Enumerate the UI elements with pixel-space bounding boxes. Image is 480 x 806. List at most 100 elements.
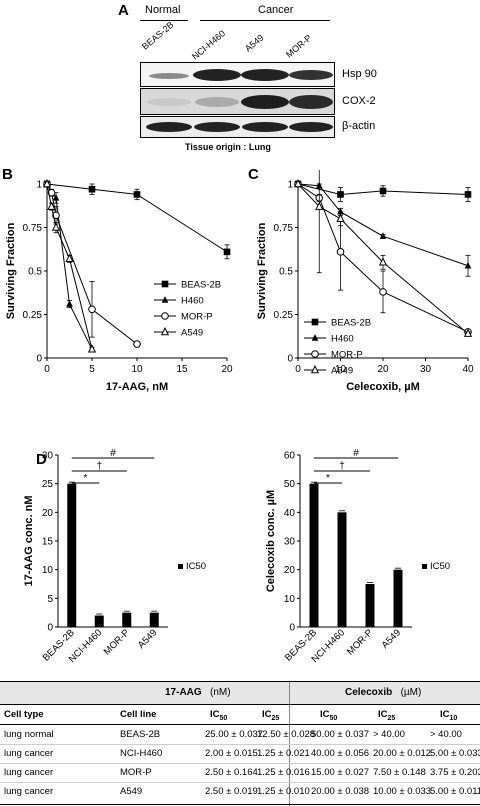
data-point-mor-p [88, 305, 96, 314]
bar-beas-2b [309, 483, 319, 627]
data-point-h460 [52, 194, 60, 201]
y-tick-label: 0 [36, 354, 42, 365]
data-point-h460 [379, 232, 387, 239]
y-tick-label: 0 [289, 623, 295, 634]
table-cell: 20.00 ± 0.012 [373, 748, 432, 759]
table-row-rule [0, 744, 480, 745]
x-tick-label: 10 [131, 364, 143, 375]
y-tick-label: 0 [287, 354, 293, 365]
cancer-bracket-line [200, 20, 330, 21]
x-tick-label: 30 [420, 364, 432, 375]
data-point-a549 [51, 222, 61, 231]
data-point-mor-p [379, 288, 387, 296]
bar-nci-h460 [337, 512, 347, 627]
table-top-rule [0, 681, 480, 682]
x-tick-label: A549 [380, 627, 403, 650]
table-cell: BEAS-2B [120, 729, 161, 740]
data-point-beas-2b [464, 191, 472, 198]
col-header-cel-ic50: IC50 [320, 709, 338, 722]
data-point-mor-p [52, 211, 60, 220]
legend-label-beas-2b: BEAS-2B [181, 280, 221, 291]
bar-nci-h460 [94, 615, 104, 627]
col-header-cell-line: Cell line [120, 709, 157, 720]
band-label-hsp90: Hsp 90 [342, 68, 377, 80]
blot-beta-actin [140, 116, 335, 138]
x-tick-label: 40 [462, 364, 474, 375]
y-tick-label: 40 [284, 508, 296, 519]
data-point-a549 [293, 178, 303, 188]
table-colhead-rule [0, 724, 480, 725]
legend-label-beas-2b: BEAS-2B [331, 318, 371, 329]
panel-label-c: C [248, 166, 259, 183]
y-tick-label: 50 [284, 479, 296, 490]
data-point-h460 [464, 261, 472, 269]
panel-label-a: A [118, 2, 129, 19]
col-header-17aag-ic50: IC50 [210, 709, 228, 722]
y-tick-label: 30 [284, 537, 296, 548]
bar-mor-p [122, 612, 132, 627]
legend-label-ic50: IC50 [430, 561, 450, 572]
table-cell: 3.75 ± 0.203 [430, 767, 480, 778]
lane-label-beas2b: BEAS-2B [140, 19, 176, 52]
table-cell: lung normal [4, 729, 54, 740]
y-tick-label: 60 [284, 451, 296, 462]
table-group-17aag: 17-AAG (nM) [165, 687, 231, 698]
panel-label-b: B [2, 166, 13, 183]
significance-marker: # [353, 448, 359, 459]
x-tick-label: MOR-P [345, 627, 375, 657]
group-label-normal: Normal [145, 4, 181, 16]
x-tick-label: A549 [136, 627, 159, 650]
table-cell: 20.00 ± 0.038 [311, 786, 370, 797]
y-tick-label: 0 [47, 623, 53, 634]
legend-marker-mor-p [161, 312, 169, 320]
lane-label-a549: A549 [243, 32, 266, 54]
data-point-beas-2b [88, 185, 96, 193]
legend-label-ic50: IC50 [186, 561, 206, 572]
y-axis-title: Surviving Fraction [5, 222, 17, 319]
table-group-celecoxib: Celecoxib (µM) [345, 687, 422, 698]
table-cell: 7.50 ± 0.148 [373, 767, 426, 778]
col-header-17aag-ic25: IC25 [262, 709, 280, 722]
y-tick-label: 0.5 [28, 267, 42, 278]
data-point-beas-2b [337, 191, 344, 198]
legend-marker-beas-2b [311, 318, 319, 326]
data-point-a549 [463, 328, 473, 337]
blot-cox2 [140, 88, 335, 115]
table-cell: 1.25 ± 0.016 [257, 767, 310, 778]
legend-marker-beas-2b [161, 280, 169, 288]
significance-marker: † [339, 461, 345, 472]
legend-marker-h460 [161, 296, 169, 303]
y-tick-label: 25 [42, 479, 54, 490]
x-axis-title: 17-AAG, nM [106, 381, 168, 393]
y-axis-title: Surviving Fraction [256, 222, 268, 319]
significance-marker: † [96, 461, 102, 472]
legend-swatch [178, 564, 183, 569]
data-point-beas-2b [379, 187, 387, 195]
y-tick-label: 20 [284, 565, 296, 576]
y-tick-label: 20 [42, 508, 54, 519]
data-point-a549 [378, 257, 388, 266]
table-cell: 25.00 ± 0.037 [205, 729, 264, 740]
legend-label-mor-p: MOR-P [181, 312, 213, 323]
panel-label-d: D [36, 451, 47, 468]
table-cell: 2.50 ± 0.164 [205, 767, 258, 778]
legend-label-h460: H460 [181, 296, 204, 307]
x-tick-label: 15 [176, 364, 188, 375]
table-cell: lung cancer [4, 767, 54, 778]
y-tick-label: 15 [42, 537, 54, 548]
table-cell: MOR-P [120, 767, 152, 778]
table-cell: 1.25 ± 0.010 [257, 786, 310, 797]
data-point-a549 [336, 213, 345, 222]
bar-a549 [393, 569, 403, 627]
bar-beas-2b [67, 483, 77, 627]
lane-label-ncih460: NCI-H460 [190, 28, 228, 62]
y-tick-label: 1 [36, 180, 42, 191]
data-point-beas-2b [133, 191, 141, 198]
legend-label-h460: H460 [331, 334, 354, 345]
table-cell: > 40.00 [430, 729, 462, 740]
table-cell: 40.00 ± 0.056 [311, 748, 370, 759]
x-tick-label: MOR-P [102, 627, 132, 657]
